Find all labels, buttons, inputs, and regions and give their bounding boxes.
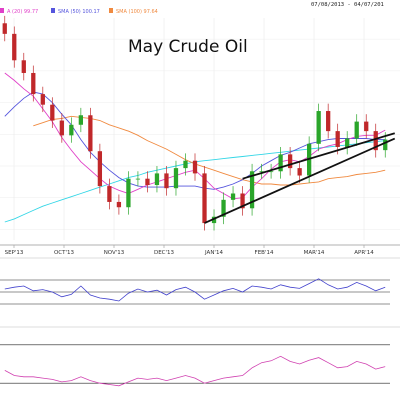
candle-body <box>221 199 226 217</box>
candle-body <box>164 173 169 189</box>
trendline-1 <box>204 137 396 224</box>
candle-body <box>31 72 36 95</box>
x-tick-label: SEP'13 <box>5 250 24 256</box>
candle-body <box>211 216 217 224</box>
candle-body <box>69 124 74 136</box>
trendline-2 <box>242 132 396 180</box>
candle-body <box>335 131 340 147</box>
x-tick-label: OCT'13 <box>54 250 75 256</box>
candle-body <box>278 154 283 172</box>
candle-body <box>297 168 302 176</box>
legend-ma50: SMA (50) 100.17 <box>58 9 100 15</box>
legend-swatch-ma50 <box>51 8 55 13</box>
candle-body <box>202 173 207 224</box>
candle-body <box>287 154 293 169</box>
candle-body <box>373 131 378 151</box>
indicator1-line <box>4 278 386 302</box>
candle-body <box>40 94 45 105</box>
candle-body <box>354 121 359 139</box>
legend-swatch-ma20 <box>0 8 4 13</box>
legend-ma20: A (20) 99.77 <box>7 9 38 15</box>
candle-body <box>230 193 236 200</box>
candle-body <box>326 111 331 132</box>
candle-body <box>78 115 83 125</box>
candle-body <box>145 178 150 186</box>
candle-body <box>364 121 369 132</box>
indicator2-line <box>4 355 386 387</box>
legend: A (20) 99.77 SMA (50) 100.17 SMA (100) 9… <box>0 8 158 15</box>
candle-body <box>259 171 264 173</box>
candle-body <box>192 160 198 174</box>
ma50-line <box>4 91 386 190</box>
x-tick-label: JAN'14 <box>204 250 223 256</box>
candle-body <box>154 173 160 186</box>
x-tick-label: DEC'13 <box>154 250 175 256</box>
legend-ma100: SMA (100) 97.64 <box>116 9 158 15</box>
candle-body <box>107 186 112 202</box>
candle-body <box>50 104 55 121</box>
chart-title: May Crude Oil <box>128 37 248 57</box>
candle-body <box>316 111 321 144</box>
candle-body <box>383 139 388 151</box>
candle-body <box>88 115 93 152</box>
candle-body <box>97 151 103 187</box>
x-tick-label: FEB'14 <box>255 250 274 256</box>
candle-body <box>126 178 131 208</box>
candle-body <box>249 171 255 209</box>
candle-body <box>59 120 64 136</box>
x-tick-label: APR'14 <box>354 250 374 256</box>
candle-body <box>135 178 141 180</box>
candle-body <box>12 33 17 61</box>
candle-body <box>173 168 179 189</box>
candle-body <box>2 23 7 34</box>
x-tick-label: NOV'13 <box>104 250 125 256</box>
candle-body <box>183 160 188 169</box>
date-range: 07/08/2013 - 04/07/201 <box>311 2 384 8</box>
candle-body <box>268 171 274 173</box>
candle-body <box>21 60 26 73</box>
legend-swatch-ma100 <box>109 8 113 13</box>
x-tick-label: MAR'14 <box>304 250 325 256</box>
candle-body <box>345 138 350 147</box>
candle-body <box>240 193 245 209</box>
candle-body <box>116 201 122 208</box>
